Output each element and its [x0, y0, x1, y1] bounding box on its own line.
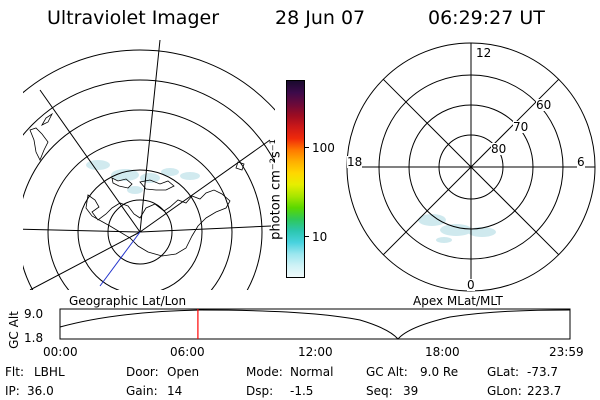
altitude-xtick-0000: 00:00 [43, 345, 78, 359]
mlt-label-bottom: 0 [467, 278, 475, 292]
mlt-label-left: 18 [347, 155, 363, 169]
seq-label: Seq: [366, 384, 393, 398]
mode-label: Mode: [246, 365, 283, 379]
altitude-ytick-bottom: 1.8 [24, 331, 44, 345]
mlat-label-80: 80 [491, 142, 507, 156]
gcalt-value: 9.0 Re [420, 365, 459, 379]
door-label: Door: [126, 365, 159, 379]
intensity-colorbar [286, 80, 305, 278]
geo-meridians [23, 40, 272, 290]
mag-emission-patches [418, 214, 496, 243]
magnetic-polar-plot [346, 42, 596, 292]
colorbar-tick-10 [305, 236, 309, 237]
mlat-label-60: 60 [536, 98, 552, 112]
altitude-xtick-2359: 23:59 [549, 345, 584, 359]
glat-value: -73.7 [527, 365, 559, 379]
altitude-xtick-0600: 06:00 [170, 345, 205, 359]
instrument-title: Ultraviolet Imager [47, 7, 220, 29]
mlat-label-70: 70 [513, 120, 529, 134]
ip-label: IP: [5, 384, 20, 398]
flt-label: Flt: [5, 365, 24, 379]
geo-map-caption: Geographic Lat/Lon [69, 294, 187, 308]
ip-value: 36.0 [27, 384, 54, 398]
seq-value: 39 [403, 384, 419, 398]
geo-lat-circles [23, 49, 275, 290]
glon-value: 223.7 [527, 384, 562, 398]
geo-emission-patches [86, 160, 200, 194]
mode-value: Normal [290, 365, 334, 379]
glat-label: GLat: [487, 365, 520, 379]
altitude-xtick-1200: 12:00 [298, 345, 333, 359]
date-label: 28 Jun 07 [275, 7, 366, 29]
colorbar-label-100: 100 [312, 141, 335, 155]
door-value: Open [167, 365, 200, 379]
altitude-xtick-1800: 18:00 [425, 345, 460, 359]
colorbar-label-10: 10 [312, 230, 328, 244]
geo-coastlines [29, 112, 245, 257]
flt-value: LBHL [34, 365, 65, 379]
dsp-value: -1.5 [290, 384, 314, 398]
gcalt-label: GC Alt: [366, 365, 408, 379]
altitude-ytick-top: 9.0 [24, 307, 44, 321]
gain-label: Gain: [126, 384, 158, 398]
gain-value: 14 [167, 384, 183, 398]
time-label: 06:29:27 UT [428, 7, 545, 29]
mag-map-caption: Apex MLat/MLT [413, 294, 503, 308]
mlt-label-right: 6 [577, 155, 585, 169]
mlt-label-top: 12 [476, 46, 492, 60]
dsp-label: Dsp: [246, 384, 274, 398]
altitude-curve [59, 309, 571, 340]
colorbar-tick-100 [305, 147, 309, 148]
glon-label: GLon: [487, 384, 522, 398]
